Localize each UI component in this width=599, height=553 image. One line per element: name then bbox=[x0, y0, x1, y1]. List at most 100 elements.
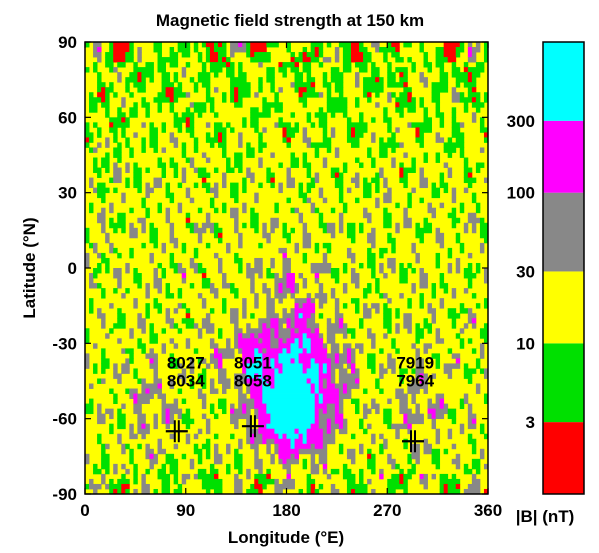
heatmap-cell bbox=[355, 157, 360, 163]
heatmap-cell bbox=[213, 87, 219, 93]
heatmap-cell bbox=[423, 378, 428, 384]
heatmap-cell bbox=[415, 227, 432, 234]
heatmap-cell bbox=[439, 303, 445, 309]
heatmap-cell bbox=[125, 262, 130, 269]
heatmap-cell bbox=[173, 142, 179, 148]
heatmap-cell bbox=[326, 328, 348, 334]
heatmap-cell bbox=[346, 132, 352, 138]
heatmap-cell bbox=[391, 52, 400, 58]
heatmap-cell bbox=[471, 478, 481, 485]
heatmap-cell bbox=[294, 77, 304, 83]
heatmap-cell bbox=[141, 242, 146, 249]
heatmap-cell bbox=[371, 67, 380, 73]
heatmap-cell bbox=[101, 197, 106, 204]
heatmap-cell bbox=[363, 87, 384, 93]
heatmap-cell bbox=[278, 338, 283, 344]
heatmap-cell bbox=[145, 443, 150, 450]
heatmap-cell bbox=[423, 107, 428, 113]
heatmap-cell bbox=[201, 303, 207, 309]
heatmap-cell bbox=[379, 247, 388, 254]
heatmap-cell bbox=[270, 333, 275, 339]
heatmap-cell bbox=[451, 62, 457, 68]
heatmap-cell bbox=[117, 283, 122, 289]
heatmap-cell bbox=[278, 62, 283, 68]
heatmap-cell bbox=[169, 468, 179, 475]
heatmap-cell bbox=[391, 242, 396, 249]
heatmap-cell bbox=[431, 458, 441, 465]
heatmap-cell bbox=[213, 47, 227, 53]
heatmap-cell bbox=[278, 343, 291, 349]
heatmap-cell bbox=[222, 408, 227, 415]
heatmap-cell bbox=[282, 222, 287, 229]
heatmap-cell bbox=[306, 142, 312, 148]
heatmap-cell bbox=[181, 67, 187, 73]
heatmap-cell bbox=[254, 52, 271, 58]
heatmap-cell bbox=[383, 443, 388, 450]
heatmap-cell bbox=[423, 117, 432, 123]
heatmap-cell bbox=[334, 358, 340, 364]
heatmap-cell bbox=[399, 293, 404, 299]
heatmap-cell bbox=[101, 222, 106, 229]
heatmap-cell bbox=[431, 192, 441, 199]
heatmap-cell bbox=[274, 443, 279, 450]
heatmap-cell bbox=[306, 72, 312, 78]
heatmap-cell bbox=[85, 227, 90, 234]
heatmap-cell bbox=[173, 268, 179, 274]
heatmap-cell bbox=[141, 202, 146, 209]
heatmap-cell bbox=[411, 378, 416, 384]
heatmap-cell bbox=[367, 353, 376, 359]
heatmap-cell bbox=[97, 252, 102, 259]
heatmap-cell bbox=[318, 393, 324, 399]
heatmap-cell bbox=[266, 448, 271, 455]
heatmap-cell bbox=[318, 418, 328, 425]
heatmap-cell bbox=[334, 313, 344, 319]
heatmap-cell bbox=[479, 353, 485, 359]
heatmap-cell bbox=[298, 97, 308, 103]
heatmap-cell bbox=[483, 57, 488, 63]
heatmap-cell bbox=[250, 313, 255, 319]
heatmap-cell bbox=[435, 227, 441, 234]
heatmap-cell bbox=[93, 468, 102, 475]
heatmap-cell bbox=[391, 343, 396, 349]
heatmap-cell bbox=[338, 42, 352, 48]
heatmap-cell bbox=[407, 298, 412, 304]
heatmap-cell bbox=[423, 388, 428, 394]
heatmap-cell bbox=[459, 328, 465, 334]
heatmap-cell bbox=[222, 308, 227, 314]
heatmap-cell bbox=[415, 373, 420, 379]
heatmap-cell bbox=[85, 453, 90, 460]
heatmap-cell bbox=[471, 102, 485, 108]
heatmap-cell bbox=[213, 473, 219, 480]
heatmap-cell bbox=[177, 182, 183, 189]
heatmap-cell bbox=[270, 338, 279, 344]
heatmap-cell bbox=[302, 137, 312, 143]
heatmap-cell bbox=[209, 102, 215, 108]
heatmap-cell bbox=[274, 333, 279, 339]
heatmap-cell bbox=[145, 167, 150, 173]
heatmap-cell bbox=[117, 433, 122, 440]
heatmap-cell bbox=[383, 212, 392, 219]
heatmap-cell bbox=[346, 383, 360, 389]
heatmap-cell bbox=[290, 82, 295, 88]
colorbar-tick-label: 30 bbox=[516, 262, 535, 281]
heatmap-cell bbox=[455, 453, 461, 460]
heatmap-cell bbox=[145, 453, 150, 460]
heatmap-cell bbox=[109, 222, 126, 229]
heatmap-cell bbox=[379, 262, 384, 269]
heatmap-cell bbox=[298, 212, 304, 219]
heatmap-cell bbox=[467, 217, 481, 224]
heatmap-cell bbox=[250, 212, 259, 219]
heatmap-cell bbox=[246, 172, 255, 178]
heatmap-cell bbox=[355, 77, 360, 83]
heatmap-cell bbox=[222, 182, 227, 189]
heatmap-cell bbox=[463, 468, 473, 475]
heatmap-cell bbox=[141, 77, 146, 83]
heatmap-cell bbox=[173, 488, 183, 494]
heatmap-cell bbox=[435, 428, 441, 435]
heatmap-cell bbox=[479, 127, 488, 133]
heatmap-cell bbox=[367, 257, 376, 264]
heatmap-cell bbox=[266, 237, 271, 244]
heatmap-cell bbox=[125, 288, 130, 294]
heatmap-cell bbox=[169, 52, 179, 58]
